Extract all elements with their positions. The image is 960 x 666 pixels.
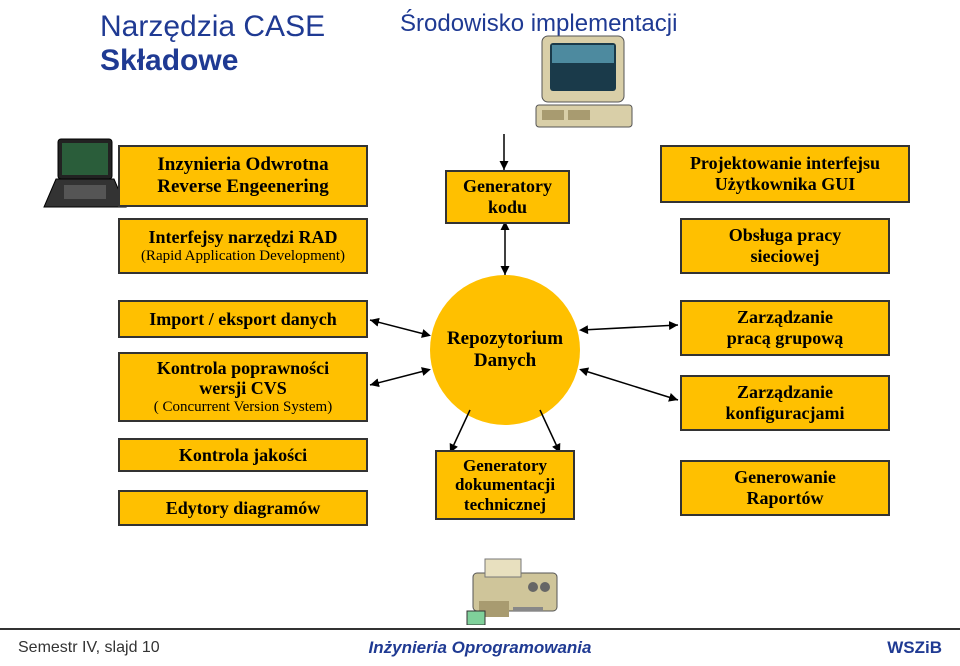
right-box-3: Zarządzaniekonfiguracjami	[680, 375, 890, 431]
footer: Semestr IV, slajd 10 Inżynieria Oprogram…	[0, 628, 960, 666]
right-box-0: Projektowanie interfejsuUżytkownika GUI	[660, 145, 910, 203]
center-bottom-box: Generatorydokumentacjitechnicznej	[435, 450, 575, 520]
right-box-2: Zarządzaniepracą grupową	[680, 300, 890, 356]
footer-center: Inżynieria Oprogramowania	[0, 638, 960, 658]
left-box-2: Import / eksport danych	[118, 300, 368, 338]
left-box-3: Kontrola poprawnościwersji CVS( Concurre…	[118, 352, 368, 422]
right-box-4: GenerowanieRaportów	[680, 460, 890, 516]
left-box-5: Edytory diagramów	[118, 490, 368, 526]
right-box-1: Obsługa pracysieciowej	[680, 218, 890, 274]
center-top-box: Generatorykodu	[445, 170, 570, 224]
left-box-1: Interfejsy narzędzi RAD(Rapid Applicatio…	[118, 218, 368, 274]
left-box-0: Inzynieria OdwrotnaReverse Engeenering	[118, 145, 368, 207]
footer-right: WSZiB	[887, 638, 942, 658]
left-box-4: Kontrola jakości	[118, 438, 368, 472]
